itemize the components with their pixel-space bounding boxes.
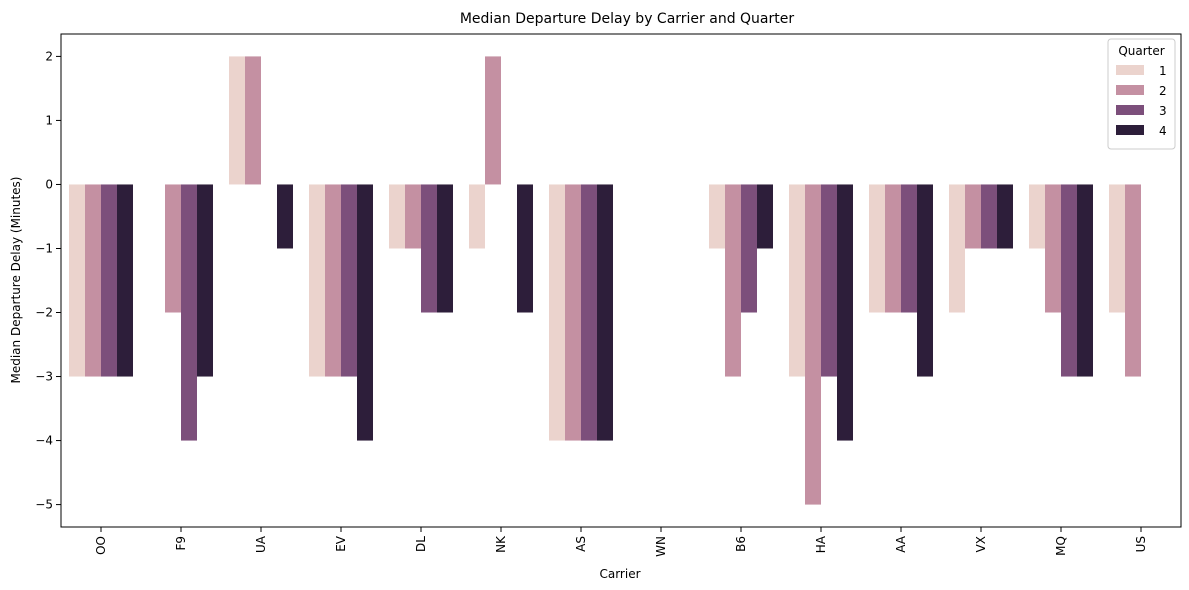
chart-title: Median Departure Delay by Carrier and Qu… [460,11,795,27]
bar-mq-q4 [1077,184,1093,377]
bar-ev-q1 [309,184,325,377]
x-tick-label-wn: WN [654,536,668,557]
bar-dl-q2 [405,184,421,249]
x-tick-label-mq: MQ [1054,536,1068,556]
y-tick-label: −4 [35,434,53,448]
plot-frame [60,33,1182,528]
bar-aa-q4 [917,184,933,377]
x-tick-label-ev: EV [334,535,348,552]
bar-as-q2 [565,184,581,441]
x-tick-label-nk: NK [494,535,508,553]
legend-label-q2: 2 [1159,84,1167,98]
bar-us-q2 [1125,184,1141,377]
bar-f9-q2 [165,184,181,313]
y-tick-label: 0 [45,177,53,191]
y-axis: 2 1 0 −1 −2 −3 −4 −5 [35,49,61,512]
bar-b6-q2 [725,184,741,377]
legend-label-q4: 4 [1159,124,1167,138]
bar-b6-q1 [709,184,725,249]
bar-ev-q4 [357,184,373,441]
bar-mq-q2 [1045,184,1061,313]
y-tick-label: −3 [35,370,53,384]
legend-swatch-q3 [1116,105,1144,115]
x-tick-label-aa: AA [894,535,908,553]
bar-aa-q1 [869,184,885,313]
legend-swatch-q1 [1116,65,1144,75]
bar-dl-q3 [421,184,437,313]
bar-vx-q3 [981,184,997,249]
legend-title: Quarter [1118,44,1164,58]
bar-us-q1 [1109,184,1125,313]
x-tick-label-ha: HA [814,535,828,553]
bar-oo-q4 [117,184,133,377]
y-tick-label: 2 [45,49,53,63]
bar-ua-q2 [245,56,261,185]
bar-nk-q4 [517,184,533,313]
bar-ev-q2 [325,184,341,377]
bar-oo-q1 [69,184,85,377]
plot-area [69,56,1141,505]
x-axis: OO F9 UA EV DL NK AS WN B6 HA AA VX MQ US [94,527,1148,557]
bar-ha-q4 [837,184,853,441]
legend-label-q3: 3 [1159,104,1167,118]
bar-f9-q4 [197,184,213,377]
y-axis-label: Median Departure Delay (Minutes) [9,177,23,384]
bar-ua-q4 [277,184,293,249]
bar-ua-q1 [229,56,245,185]
bar-as-q4 [597,184,613,441]
bar-dl-q4 [437,184,453,313]
bar-vx-q4 [997,184,1013,249]
x-tick-label-dl: DL [414,536,428,552]
legend-swatch-q4 [1116,125,1144,135]
bar-b6-q3 [741,184,757,313]
x-tick-label-ua: UA [254,535,268,553]
legend: Quarter 1 2 3 4 [1107,38,1176,150]
bar-ha-q3 [821,184,837,377]
x-tick-label-oo: OO [94,536,108,555]
bar-f9-q3 [181,184,197,441]
bar-ha-q1 [789,184,805,377]
x-tick-label-as: AS [574,536,588,552]
x-tick-label-vx: VX [974,536,988,552]
x-axis-label: Carrier [599,567,640,581]
x-tick-label-b6: B6 [734,536,748,552]
bar-mq-q3 [1061,184,1077,377]
y-tick-label: 1 [45,113,53,127]
bar-nk-q1 [469,184,485,249]
bar-ha-q2 [805,184,821,505]
bar-mq-q1 [1029,184,1045,249]
bar-oo-q2 [85,184,101,377]
bar-nk-q2 [485,56,501,185]
bar-vx-q2 [965,184,981,249]
bar-vx-q1 [949,184,965,313]
legend-swatch-q2 [1116,85,1144,95]
y-tick-label: −5 [35,498,53,512]
legend-label-q1: 1 [1159,64,1167,78]
bar-oo-q3 [101,184,117,377]
bar-as-q1 [549,184,565,441]
x-tick-label-us: US [1134,536,1148,552]
bar-ev-q3 [341,184,357,377]
bar-b6-q4 [757,184,773,249]
bar-as-q3 [581,184,597,441]
y-tick-label: −2 [35,306,53,320]
bar-dl-q1 [389,184,405,249]
bar-aa-q3 [901,184,917,313]
bar-aa-q2 [885,184,901,313]
y-tick-label: −1 [35,241,53,255]
x-tick-label-f9: F9 [174,536,188,551]
